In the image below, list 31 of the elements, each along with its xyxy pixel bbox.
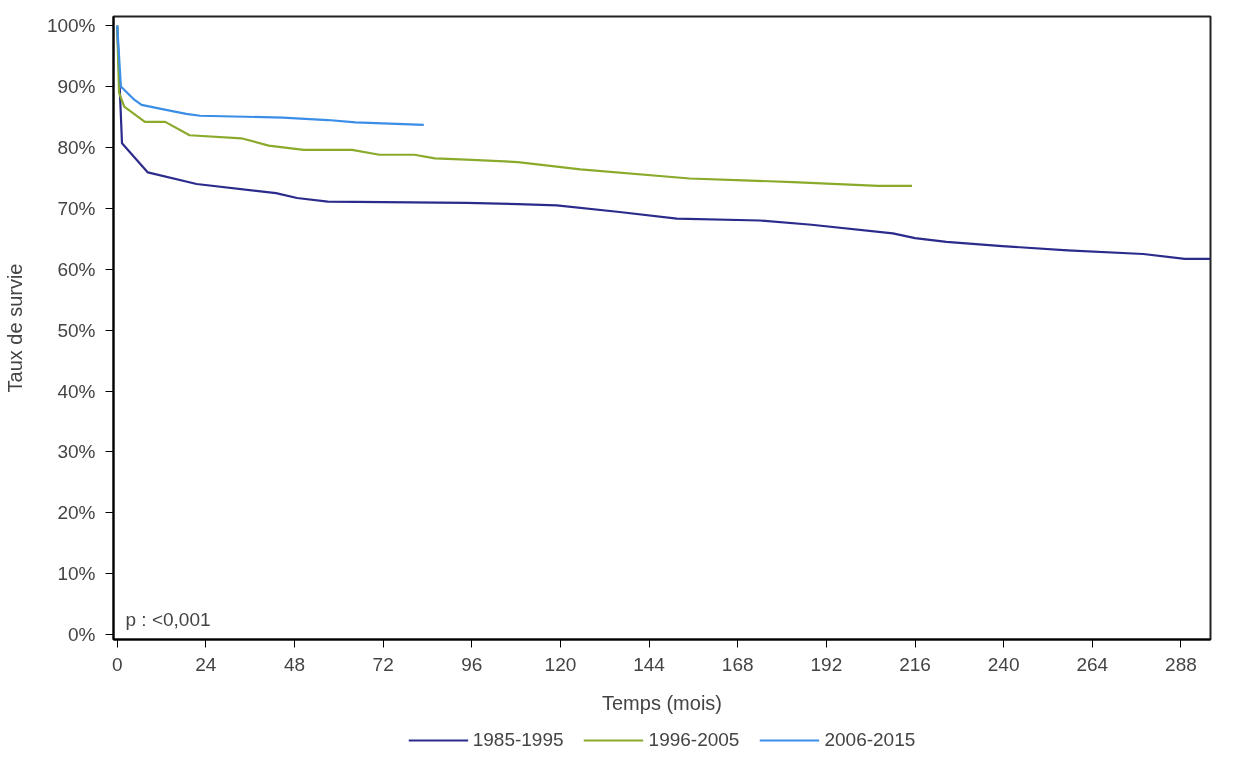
legend-label: 2006-2015 bbox=[824, 729, 916, 751]
line-series bbox=[116, 24, 425, 126]
x-tick-label: 24 bbox=[195, 653, 217, 675]
y-tick-label: 90% bbox=[57, 76, 96, 98]
legend-label: 1985-1995 bbox=[472, 729, 564, 751]
x-tick-label: 120 bbox=[544, 653, 577, 675]
x-tick-label: 96 bbox=[461, 653, 483, 675]
x-tick-label: 240 bbox=[987, 653, 1020, 675]
y-tick-label: 100% bbox=[46, 15, 96, 37]
x-tick-label: 48 bbox=[283, 653, 306, 675]
annotation: p : <0,001 bbox=[125, 608, 211, 630]
x-tick-label: 0 bbox=[111, 653, 123, 675]
legend-label: 1996-2005 bbox=[648, 729, 740, 751]
y-tick-label: 50% bbox=[57, 319, 96, 341]
x-tick-label: 264 bbox=[1076, 653, 1109, 675]
x-tick-label: 288 bbox=[1165, 653, 1197, 675]
y-tick-label: 30% bbox=[57, 441, 96, 463]
y-tick-label: 60% bbox=[57, 258, 96, 280]
x-axis-title: Temps (mois) bbox=[602, 691, 723, 714]
y-axis-title: Taux de survie bbox=[3, 263, 26, 393]
x-tick-label: 192 bbox=[810, 653, 843, 675]
y-tick-label: 10% bbox=[57, 563, 96, 585]
x-tick-label: 216 bbox=[899, 653, 931, 675]
y-tick-label: 70% bbox=[57, 197, 96, 219]
x-tick-label: 168 bbox=[721, 653, 754, 675]
x-tick-label: 72 bbox=[372, 653, 394, 675]
y-tick-label: 80% bbox=[57, 136, 96, 158]
x-tick-label: 144 bbox=[633, 653, 666, 675]
y-tick-label: 0% bbox=[68, 624, 96, 646]
y-tick-label: 40% bbox=[57, 380, 96, 402]
y-tick-label: 20% bbox=[57, 502, 96, 524]
